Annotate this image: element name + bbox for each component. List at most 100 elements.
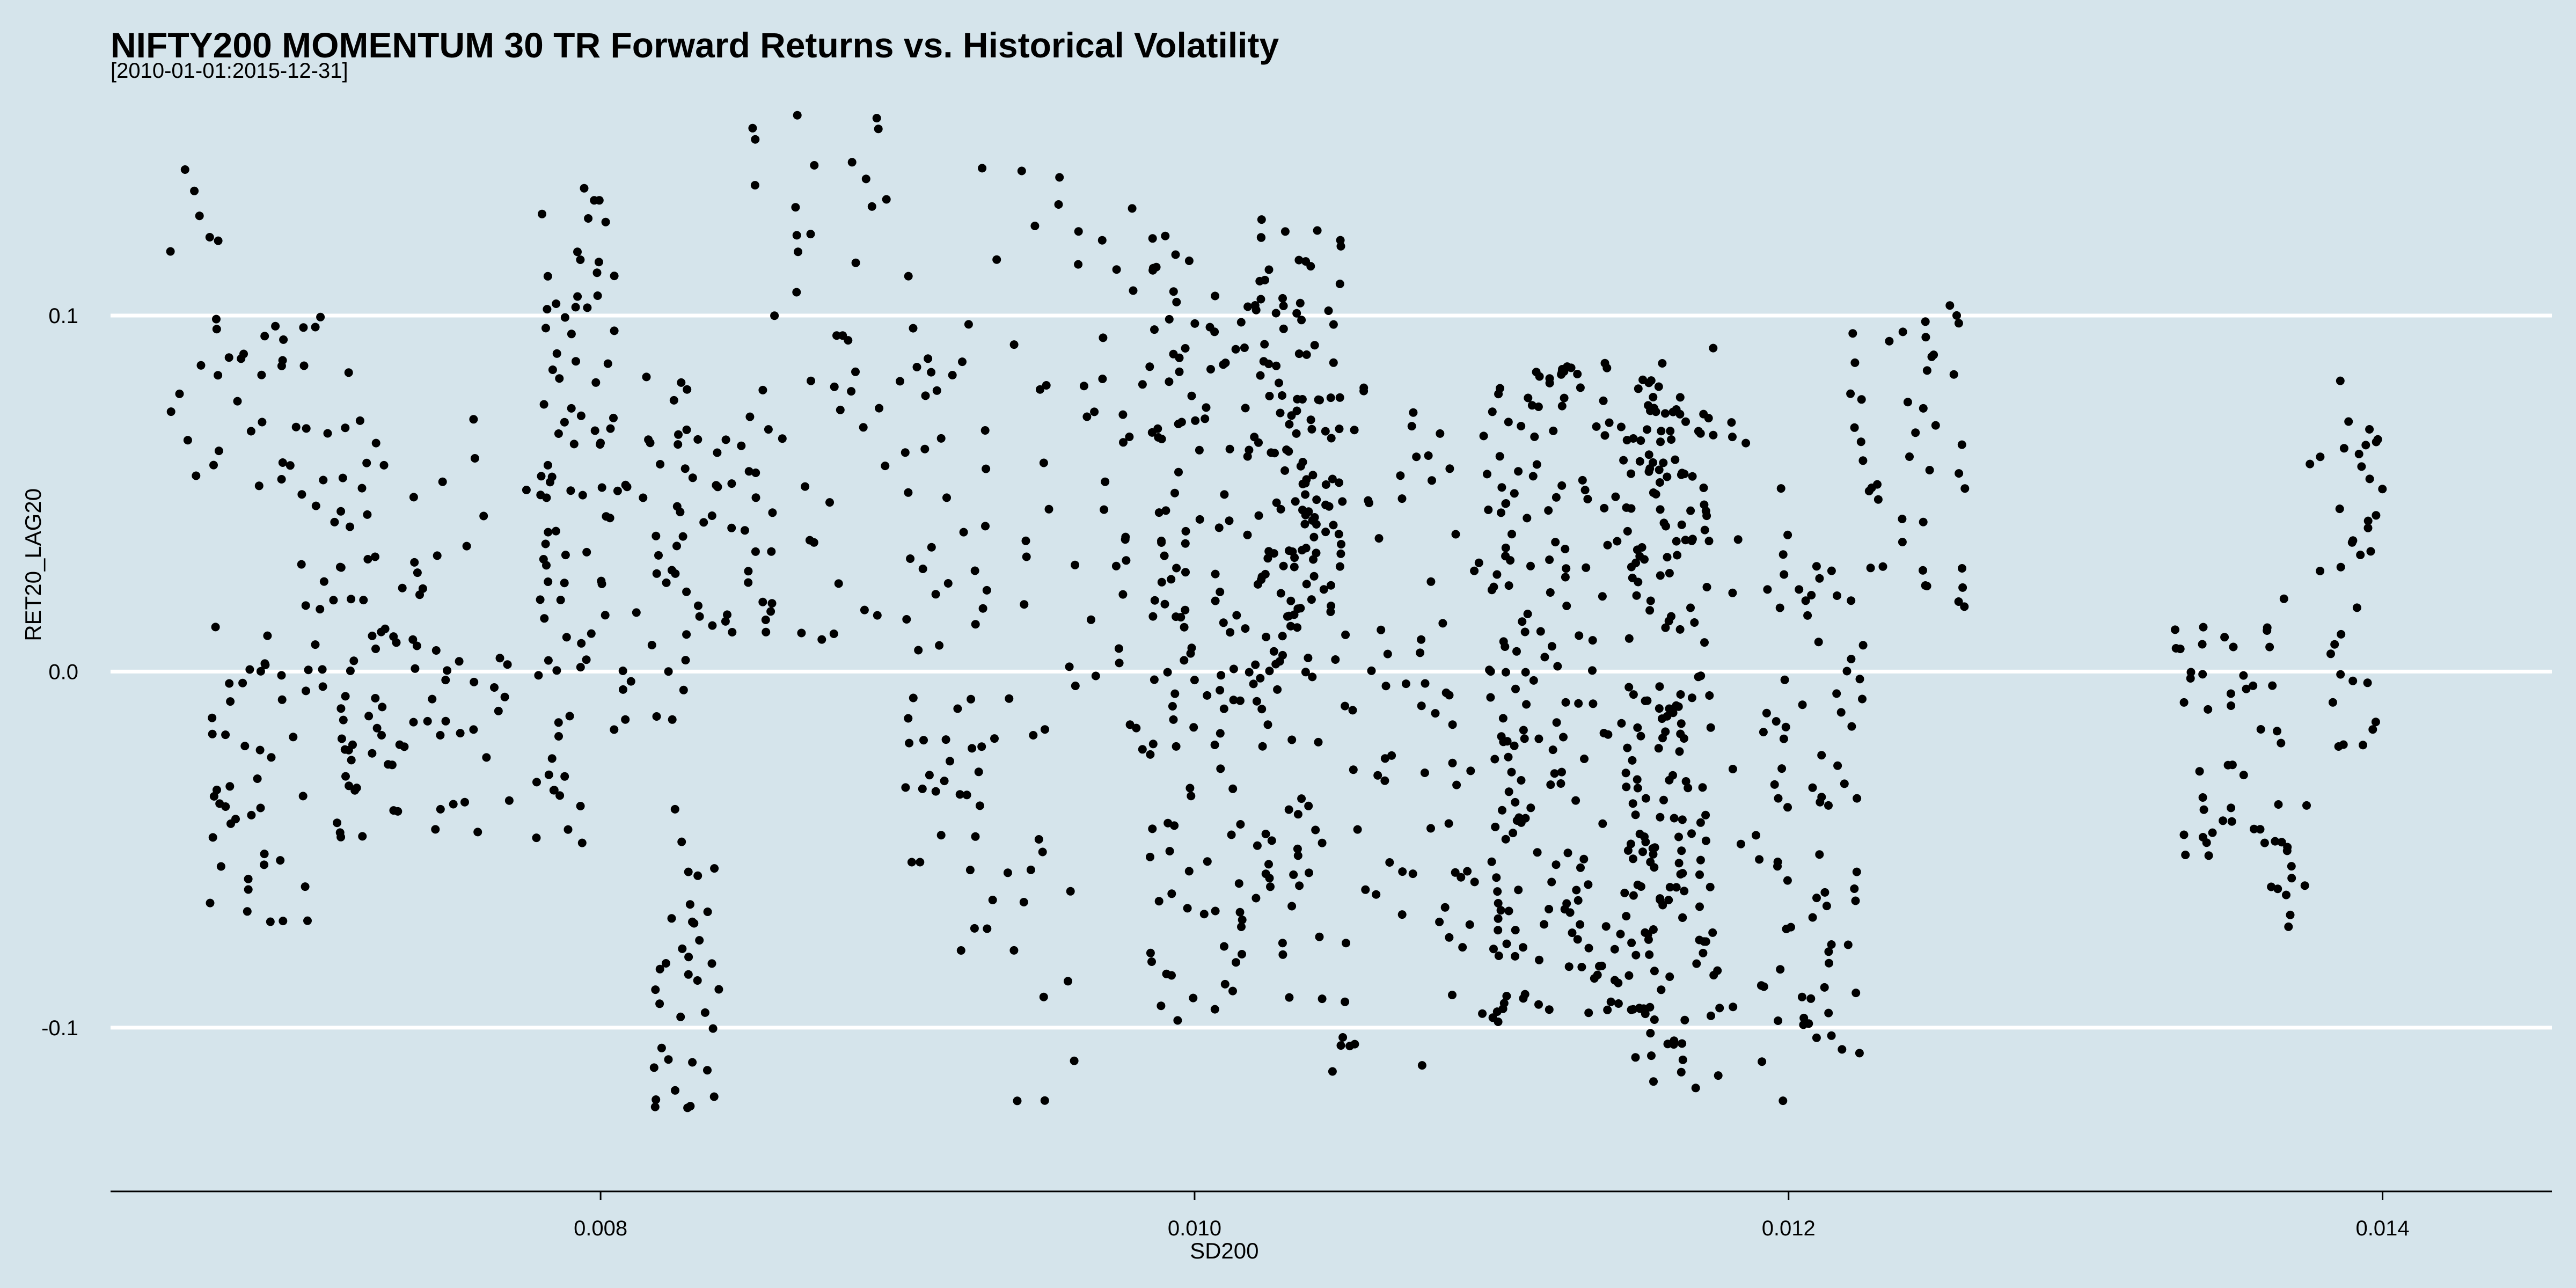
scatter-point [962, 791, 971, 800]
scatter-point [778, 434, 787, 443]
scatter-point [1636, 436, 1645, 445]
scatter-point [758, 385, 767, 394]
scatter-point [592, 268, 602, 277]
scatter-point [1688, 472, 1697, 481]
scatter-point [981, 522, 990, 531]
scatter-point [522, 486, 531, 494]
scatter-point [1494, 390, 1503, 399]
scatter-point [1485, 665, 1494, 675]
scatter-point [1121, 532, 1130, 541]
scatter-point [214, 236, 223, 245]
scatter-point [2198, 640, 2207, 649]
scatter-point [664, 667, 673, 676]
scatter-point [1851, 896, 1860, 905]
scatter-point [970, 924, 979, 933]
scatter-point [1042, 381, 1051, 390]
scatter-point [1661, 623, 1670, 632]
scatter-point [1138, 745, 1147, 754]
scatter-point [318, 665, 327, 674]
scatter-point [1601, 922, 1611, 931]
scatter-point [1696, 818, 1705, 827]
scatter-point [541, 324, 550, 333]
scatter-point [552, 349, 561, 358]
scatter-point [183, 436, 192, 445]
scatter-point [1562, 564, 1571, 573]
scatter-point [1677, 1067, 1686, 1077]
scatter-point [413, 568, 422, 577]
scatter-point [1752, 831, 1760, 840]
scatter-point [1350, 1040, 1359, 1049]
scatter-point [1417, 701, 1426, 711]
scatter-point [1286, 596, 1296, 605]
scatter-point [748, 123, 757, 133]
scatter-point [1535, 372, 1544, 381]
scatter-point [1634, 577, 1643, 587]
scatter-point [358, 832, 367, 841]
scatter-point [1624, 971, 1634, 980]
scatter-point [2186, 668, 2196, 677]
scatter-point [1783, 803, 1792, 812]
scatter-point [1680, 1015, 1689, 1024]
scatter-point [238, 678, 247, 687]
scatter-point [470, 677, 479, 686]
scatter-point [1235, 696, 1245, 705]
scatter-point [943, 579, 953, 588]
scatter-point [1623, 846, 1633, 855]
scatter-point [555, 791, 565, 800]
scatter-point [805, 536, 814, 545]
scatter-point [674, 440, 683, 449]
scatter-point [303, 916, 312, 925]
scatter-point [1312, 548, 1321, 558]
scatter-point [652, 712, 661, 721]
scatter-point [1276, 504, 1285, 514]
scatter-point [340, 745, 349, 754]
scatter-point [190, 186, 199, 195]
scatter-point [1812, 1033, 1821, 1042]
scatter-point [2287, 862, 2296, 871]
scatter-point [2316, 567, 2325, 575]
scatter-point [2363, 523, 2373, 532]
scatter-point [1694, 672, 1703, 682]
scatter-point [1657, 427, 1666, 436]
scatter-point [344, 368, 353, 377]
scatter-point [1202, 403, 1211, 412]
scatter-point [208, 729, 217, 738]
scatter-point [2357, 462, 2366, 471]
scatter-point [1960, 484, 1970, 493]
scatter-point [1649, 1077, 1658, 1086]
scatter-point [1138, 380, 1147, 389]
scatter-point [393, 807, 402, 816]
scatter-point [1324, 306, 1333, 315]
scatter-point [1308, 672, 1317, 682]
scatter-point [1619, 456, 1628, 465]
scatter-point [1458, 943, 1467, 952]
scatter-point [547, 754, 557, 763]
scatter-point [708, 621, 717, 630]
scatter-point [1315, 396, 1324, 405]
scatter-point [1646, 1029, 1655, 1038]
scatter-point [1822, 902, 1831, 911]
scatter-point [596, 438, 605, 448]
scatter-point [1329, 358, 1338, 367]
scatter-point [1847, 596, 1856, 605]
scatter-point [817, 635, 826, 644]
scatter-point [1958, 583, 1967, 592]
scatter-point [1546, 588, 1555, 597]
scatter-point [1338, 1033, 1348, 1042]
scatter-point [867, 202, 876, 211]
scatter-point [1431, 709, 1440, 718]
scatter-point [1583, 495, 1592, 503]
scatter-point [225, 782, 235, 791]
scatter-point [1636, 882, 1645, 891]
scatter-point [1557, 401, 1567, 411]
scatter-point [1238, 916, 1247, 924]
scatter-point [1280, 227, 1290, 236]
scatter-point [723, 610, 731, 619]
scatter-point [1191, 416, 1200, 425]
scatter-point [927, 543, 936, 552]
scatter-point [1494, 952, 1503, 960]
scatter-point [291, 422, 301, 431]
scatter-point [1616, 930, 1625, 939]
scatter-point [744, 578, 753, 587]
scatter-point [919, 736, 928, 745]
